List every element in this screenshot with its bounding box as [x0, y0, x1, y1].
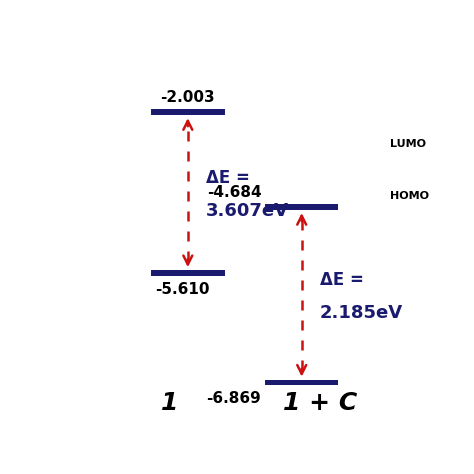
Text: LUMO: LUMO	[390, 139, 426, 149]
Text: -6.869: -6.869	[207, 391, 261, 406]
Bar	[265, 380, 338, 385]
Text: -5.610: -5.610	[155, 283, 209, 298]
Text: HOMO: HOMO	[390, 191, 429, 201]
Text: -2.003: -2.003	[161, 90, 215, 105]
Text: 1 + C: 1 + C	[283, 391, 357, 415]
Text: 3.607eV: 3.607eV	[206, 202, 289, 220]
Text: 1: 1	[161, 391, 178, 415]
Bar	[151, 109, 225, 115]
Bar	[151, 270, 225, 276]
Bar	[265, 204, 338, 210]
Text: 2.185eV: 2.185eV	[320, 304, 403, 322]
Text: -4.684: -4.684	[207, 185, 261, 200]
Text: ΔE =: ΔE =	[206, 169, 250, 187]
Text: ΔE =: ΔE =	[320, 271, 364, 289]
